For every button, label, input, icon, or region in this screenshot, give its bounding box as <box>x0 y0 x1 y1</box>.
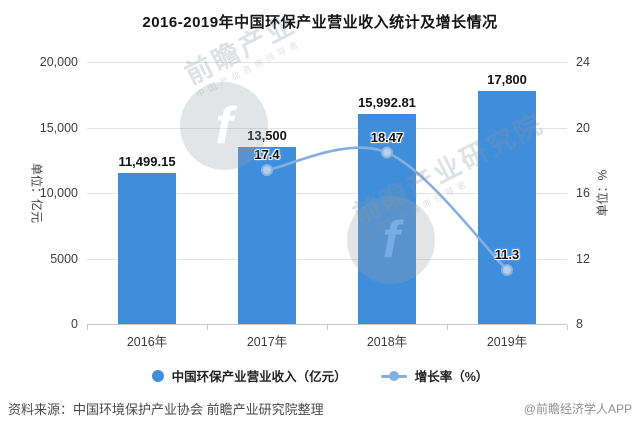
y-tick-left: 5000 <box>50 251 78 266</box>
y-tick-left: 0 <box>71 317 78 331</box>
bar-value-label: 15,992.81 <box>358 95 416 111</box>
legend-item-growth: 增长率（%） <box>380 366 489 385</box>
chart-title: 2016-2019年中国环保产业营业收入统计及增长情况 <box>142 14 498 31</box>
gridline <box>87 127 567 129</box>
app-credit: @前瞻经济学人APP <box>523 402 632 416</box>
left-axis-title: 单位：亿元 <box>29 162 44 224</box>
y-tick-right: 12 <box>576 251 590 266</box>
x-axis-tick <box>567 325 568 330</box>
x-axis-line <box>87 324 567 325</box>
bar-series-marker-icon <box>151 369 164 382</box>
x-tick-label: 2018年 <box>366 335 408 349</box>
data-source-note: 资料来源：中国环境保护产业协会 前瞻产业研究院整理 <box>8 402 324 417</box>
x-tick-label: 2017年 <box>246 335 288 349</box>
y-tick-right: 16 <box>576 186 590 200</box>
bar <box>238 147 296 324</box>
x-axis-tick <box>447 325 448 330</box>
watermark-sub-text: 中国产业咨询领导者 <box>194 37 304 100</box>
growth-value-label: 11.3 <box>494 246 520 262</box>
legend-item-revenue: 中国环保产业营业收入（亿元） <box>151 366 347 385</box>
bar <box>118 173 176 324</box>
legend-label-revenue: 中国环保产业营业收入（亿元） <box>171 370 347 384</box>
x-axis-tick <box>207 325 208 330</box>
x-axis-tick <box>327 325 328 330</box>
bar-value-label: 11,499.15 <box>118 154 176 170</box>
x-tick-label: 2016年 <box>126 335 168 349</box>
right-axis-title: 单位：% <box>595 169 610 217</box>
y-tick-left: 15,000 <box>39 120 78 135</box>
growth-value-label: 18.47 <box>370 129 404 145</box>
y-tick-right: 24 <box>576 55 590 69</box>
growth-value-label: 17.4 <box>254 147 280 163</box>
y-tick-right: 8 <box>576 317 583 331</box>
y-tick-left: 10,000 <box>39 186 78 200</box>
legend-label-growth: 增长率（%） <box>414 370 489 384</box>
x-tick-label: 2019年 <box>486 335 528 349</box>
bar-value-label: 17,800 <box>487 71 527 87</box>
bar-value-label: 13,500 <box>247 128 287 144</box>
line-series-marker-icon <box>380 370 407 382</box>
bar <box>358 114 416 324</box>
y-tick-right: 20 <box>576 120 590 135</box>
legend: 中国环保产业营业收入（亿元） 增长率（%） <box>0 366 640 385</box>
x-axis-tick <box>87 325 88 330</box>
y-tick-left: 20,000 <box>39 55 78 69</box>
gridline <box>87 62 567 63</box>
bar <box>478 90 536 324</box>
